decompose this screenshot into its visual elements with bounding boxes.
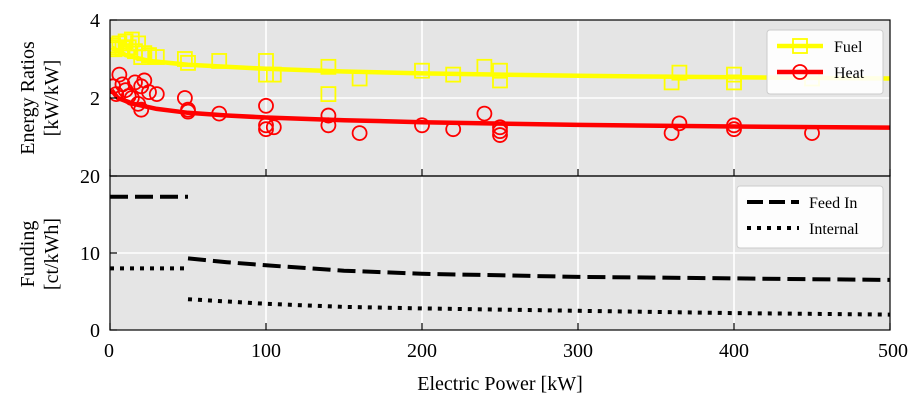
- bottom-panel-ylabel: Funding [ct/kWh]: [17, 218, 63, 290]
- heat-point: [726, 117, 742, 134]
- heat-point: [445, 121, 462, 138]
- legend-label-heat: Heat: [834, 65, 865, 82]
- heat-point: [492, 119, 508, 136]
- fuel-point: [726, 66, 742, 83]
- heat-point: [148, 86, 165, 102]
- top-y-axis-label-line-2: [kW/kW]: [41, 60, 63, 137]
- fuel-point: [265, 66, 282, 83]
- bottom-panel-ticks: 0 10 20: [80, 166, 117, 342]
- heat-point: [211, 105, 228, 122]
- bottom-y-axis-label-line-1: Funding: [17, 221, 39, 288]
- legend-box: [766, 29, 884, 95]
- fuel-point: [211, 53, 228, 69]
- fuel-point: [351, 70, 368, 87]
- fuel-point: [148, 49, 165, 65]
- x-tick-label: 100: [251, 340, 281, 362]
- fuel-point: [320, 86, 337, 102]
- legend-marker-heat: [792, 64, 808, 80]
- heat-point: [726, 121, 742, 138]
- feed-in-line: [187, 256, 890, 282]
- energy-ratios-panel: 2 4 Energy Ratios [kW/kW] Fuel Heat: [17, 10, 891, 176]
- bottom-panel-series: [110, 194, 890, 317]
- bottom-y-tick-label: 20: [80, 166, 100, 188]
- bottom-y-axis-label-line-2: [ct/kWh]: [41, 218, 63, 290]
- x-tick-label: 500: [878, 340, 908, 362]
- heat-point: [180, 103, 196, 120]
- bottom-y-tick-label: 10: [80, 243, 100, 265]
- heat-point: [414, 117, 430, 134]
- top-panel-legend: Fuel Heat: [766, 29, 884, 95]
- heat-point: [320, 117, 337, 134]
- heat-point: [671, 115, 688, 132]
- bottom-panel-legend: Feed In Internal: [736, 185, 884, 249]
- heat-point: [320, 107, 337, 124]
- heat-point: [351, 125, 368, 142]
- heat-point: [120, 88, 137, 104]
- fuel-point: [445, 66, 462, 83]
- heat-point: [258, 117, 274, 134]
- legend-label-internal: Internal: [809, 221, 859, 238]
- heat-point: [258, 121, 274, 138]
- fuel-point: [492, 62, 508, 79]
- heat-point: [492, 127, 508, 143]
- legend-label-fuel: Fuel: [834, 39, 863, 56]
- top-y-tick-label: 2: [90, 88, 100, 110]
- fuel-point: [320, 58, 337, 75]
- top-panel-ylabel: Energy Ratios [kW/kW]: [17, 41, 63, 155]
- fuel-point: [136, 45, 153, 62]
- heat-point: [133, 101, 150, 118]
- heat-point: [476, 105, 493, 122]
- bottom-panel-frame: [109, 175, 891, 331]
- x-axis-label: Electric Power [kW]: [417, 373, 582, 394]
- fuel-point: [414, 62, 430, 79]
- funding-panel: 0 10 20 Funding [ct/kWh] Feed In Internal: [17, 166, 890, 342]
- x-axis: 0 100 200 300 400 500: [104, 323, 908, 362]
- top-panel-series: [110, 31, 890, 143]
- top-y-axis-label-line-1: Energy Ratios: [17, 41, 39, 155]
- top-panel-grid: [110, 20, 890, 176]
- fuel-point: [671, 64, 688, 81]
- x-tick-label: 400: [719, 340, 749, 362]
- legend-label-feed-in: Feed In: [809, 195, 857, 212]
- fuel-point: [476, 58, 493, 75]
- top-y-tick-label: 4: [90, 10, 100, 32]
- heat-point: [258, 97, 274, 114]
- heat-point: [141, 84, 157, 101]
- x-tick-label: 200: [407, 340, 437, 362]
- heat-point: [265, 119, 282, 136]
- bottom-panel-grid: [110, 176, 890, 330]
- heat-point: [492, 123, 508, 140]
- fuel-point: [176, 51, 193, 67]
- bottom-y-tick-label: 0: [90, 320, 100, 342]
- heat-point: [111, 66, 128, 83]
- heat-point: [804, 125, 820, 142]
- fuel-point: [180, 55, 196, 71]
- x-tick-label: 0: [104, 340, 114, 362]
- heat-point: [663, 125, 680, 142]
- fuel-point: [492, 72, 508, 89]
- x-tick-label: 300: [563, 340, 593, 362]
- legend-marker-fuel: [792, 38, 808, 54]
